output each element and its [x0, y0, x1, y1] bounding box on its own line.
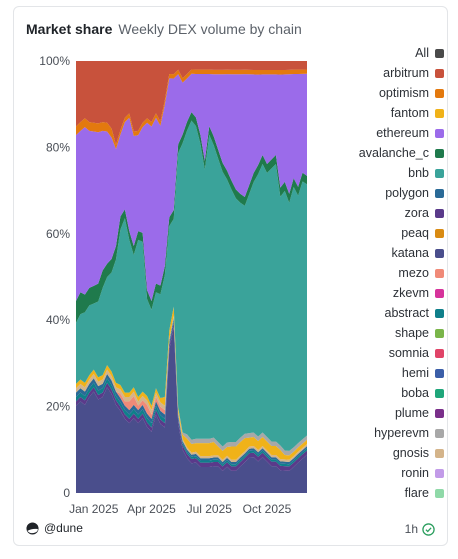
legend-label: gnosis [392, 446, 429, 460]
legend-swatch [435, 148, 444, 158]
legend-item-fantom[interactable]: fantom [344, 103, 444, 123]
area-series-arbitrum[interactable] [76, 61, 307, 145]
legend-swatch [435, 268, 444, 278]
x-tick-label: Jul 2025 [187, 502, 233, 516]
legend-item-polygon[interactable]: polygon [344, 183, 444, 203]
legend-label: zkevm [392, 286, 429, 300]
x-tick-label: Apr 2025 [127, 502, 176, 516]
chart-plot: 0 20% 40% 60% 80% 100% Jan 2025 Apr 2025 Jul 202… [39, 54, 307, 516]
footer-age: 1h [404, 522, 418, 536]
legend-label: arbitrum [383, 66, 429, 80]
legend-item-somnia[interactable]: somnia [344, 343, 444, 363]
legend-label: polygon [385, 186, 429, 200]
legend-item-hyperevm[interactable]: hyperevm [344, 423, 444, 443]
x-tick-label: Oct 2025 [243, 502, 292, 516]
legend-item-peaq[interactable]: peaq [344, 223, 444, 243]
area-series-katana[interactable] [76, 326, 307, 493]
legend-label: fantom [390, 106, 429, 120]
legend-label: ethereum [376, 126, 429, 140]
legend-swatch [435, 428, 444, 438]
legend-item-hemi[interactable]: hemi [344, 363, 444, 383]
legend-swatch [435, 488, 444, 498]
legend-label: katana [391, 246, 429, 260]
legend-item-plume[interactable]: plume [344, 403, 444, 423]
legend-swatch [435, 68, 444, 78]
legend-swatch [435, 348, 444, 358]
legend-swatch [435, 388, 444, 398]
legend-label: boba [401, 386, 429, 400]
chart-legend[interactable]: All arbitrum optimism fantom ethereum avalanc… [344, 43, 444, 501]
legend-swatch [435, 408, 444, 418]
legend-label: bnb [408, 166, 429, 180]
legend-item-ethereum[interactable]: ethereum [344, 123, 444, 143]
legend-label: ronin [401, 466, 429, 480]
y-tick-label: 60% [46, 227, 70, 241]
legend-swatch [435, 48, 444, 58]
legend-label: optimism [378, 86, 429, 100]
legend-swatch [435, 128, 444, 138]
legend-swatch [435, 108, 444, 118]
area-series-avalanche_c[interactable] [76, 112, 307, 323]
legend-label: avalanche_c [358, 146, 429, 160]
legend-swatch [435, 248, 444, 258]
area-series-bnb[interactable] [76, 120, 307, 451]
legend-label: hyperevm [374, 426, 429, 440]
area-series-ethereum[interactable] [76, 73, 307, 302]
chart-header: Market share Weekly DEX volume by chain [26, 21, 302, 37]
legend-item-ronin[interactable]: ronin [344, 463, 444, 483]
legend-label: plume [394, 406, 429, 420]
legend-item-flare[interactable]: flare [344, 483, 444, 501]
legend-swatch [435, 88, 444, 98]
legend-item-katana[interactable]: katana [344, 243, 444, 263]
y-tick-label: 80% [46, 140, 70, 154]
legend-label: flare [404, 486, 429, 500]
legend-label: peaq [401, 226, 429, 240]
x-tick-label: Jan 2025 [69, 502, 119, 516]
footer-brand[interactable]: @dune [26, 521, 83, 535]
legend-label: somnia [388, 346, 429, 360]
legend-swatch [435, 188, 444, 198]
legend-item-All[interactable]: All [344, 43, 444, 63]
dune-logo-icon [26, 521, 39, 535]
legend-swatch [435, 228, 444, 238]
legend-label: shape [394, 326, 429, 340]
legend-item-zora[interactable]: zora [344, 203, 444, 223]
legend-item-avalanche_c[interactable]: avalanche_c [344, 143, 444, 163]
legend-item-mezo[interactable]: mezo [344, 263, 444, 283]
legend-item-shape[interactable]: shape [344, 323, 444, 343]
y-tick-label: 0 [63, 486, 70, 500]
legend-item-zkevm[interactable]: zkevm [344, 283, 444, 303]
footer-freshness: 1h [405, 522, 435, 536]
legend-swatch [435, 308, 444, 318]
legend-label: abstract [384, 306, 429, 320]
legend-swatch [435, 208, 444, 218]
chart-title: Market share [26, 21, 113, 37]
legend-swatch [435, 368, 444, 378]
y-tick-label: 40% [46, 313, 70, 327]
legend-item-bnb[interactable]: bnb [344, 163, 444, 183]
y-tick-label: 20% [46, 400, 70, 414]
legend-swatch [435, 288, 444, 298]
legend-item-abstract[interactable]: abstract [344, 303, 444, 323]
chart-card: Market share Weekly DEX volume by chain 0… [13, 6, 448, 546]
chart-subtitle: Weekly DEX volume by chain [118, 21, 302, 37]
legend-label: zora [404, 206, 429, 220]
y-tick-label: 100% [39, 54, 70, 68]
legend-swatch [435, 168, 444, 178]
footer-brand-label: @dune [44, 521, 83, 535]
check-circle-icon [422, 522, 435, 536]
legend-label: mezo [398, 266, 429, 280]
legend-label: hemi [401, 366, 429, 380]
legend-swatch [435, 448, 444, 458]
legend-swatch [435, 328, 444, 338]
legend-item-optimism[interactable]: optimism [344, 83, 444, 103]
legend-swatch [435, 468, 444, 478]
legend-item-boba[interactable]: boba [344, 383, 444, 403]
legend-item-gnosis[interactable]: gnosis [344, 443, 444, 463]
legend-item-arbitrum[interactable]: arbitrum [344, 63, 444, 83]
legend-label: All [415, 46, 429, 60]
